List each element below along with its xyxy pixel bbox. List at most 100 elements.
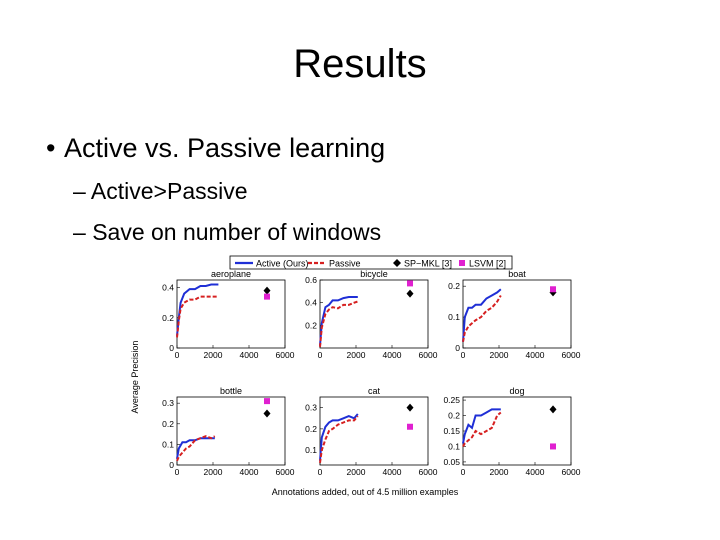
panel-bottle: bottle 0 2000 4000 6000 0 0.1 0.2 0.3 (162, 386, 295, 477)
series-line-active (462, 288, 502, 342)
x-tick-label: 6000 (419, 350, 438, 360)
legend-diamond-icon (393, 259, 401, 267)
x-tick-label: 0 (318, 350, 323, 360)
plot-frame (319, 279, 429, 349)
series-line-passive (319, 415, 359, 464)
y-tick-label: 0.2 (448, 411, 460, 421)
panel-title: bottle (220, 386, 242, 396)
x-tick-label: 4000 (383, 350, 402, 360)
y-tick-label: 0.1 (448, 441, 460, 451)
sub-bullet-2: – Save on number of windows (73, 219, 382, 245)
plot-frame (176, 279, 286, 349)
bullet-text: Active vs. Passive learning (64, 133, 386, 163)
y-tick-label: 0.2 (162, 313, 174, 323)
series-line-passive (462, 294, 502, 342)
sp-mkl-point (549, 405, 557, 414)
series-line-active (462, 408, 501, 444)
legend-box (229, 255, 513, 270)
lsvm-point (550, 443, 556, 450)
panel-title: bicycle (360, 269, 388, 279)
x-tick-label: 0 (461, 467, 466, 477)
panel-cat: cat 0 2000 4000 6000 0.1 0.2 0.3 (305, 386, 438, 477)
y-tick-label: 0.3 (162, 398, 174, 408)
panel-title: boat (508, 269, 526, 279)
legend-item: Passive (308, 259, 361, 269)
series-line-active (176, 283, 219, 336)
x-tick-label: 2000 (204, 467, 223, 477)
legend-label: SP−MKL [3] (404, 259, 452, 269)
lsvm-point (407, 280, 413, 287)
sp-mkl-point (406, 403, 414, 412)
x-tick-label: 0 (175, 467, 180, 477)
x-tick-label: 6000 (562, 350, 581, 360)
x-tick-label: 2000 (490, 350, 509, 360)
results-figure: Active (Ours) Passive SP−MKL [3] LSVM [2] Av… (130, 255, 581, 497)
series-line-active (319, 296, 358, 346)
y-tick-label: 0.15 (443, 426, 460, 436)
panel-dog: dog 0 2000 4000 6000 0.05 0.1 0.15 0.2 0.25 (443, 386, 580, 477)
y-tick-label: 0.2 (162, 419, 174, 429)
y-tick-label: 0 (169, 343, 174, 353)
y-tick-label: 0.1 (448, 312, 460, 322)
series-line-passive (176, 295, 219, 338)
sub-bullet-1: – Active>Passive (73, 178, 248, 204)
sp-mkl-point (263, 286, 271, 295)
y-tick-label: 0.25 (443, 395, 460, 405)
sub-bullet-text: Active>Passive (90, 178, 248, 204)
bullet-dot-icon: • (46, 133, 56, 163)
legend-label: Passive (329, 259, 361, 269)
x-tick-label: 4000 (526, 350, 545, 360)
x-tick-label: 6000 (276, 350, 295, 360)
series-line-passive (462, 411, 502, 448)
lsvm-point (264, 398, 270, 405)
legend-label: LSVM [2] (469, 259, 506, 269)
x-tick-label: 2000 (347, 467, 366, 477)
y-tick-label: 0.3 (305, 403, 317, 413)
sp-mkl-point (406, 289, 414, 298)
x-tick-label: 4000 (526, 467, 545, 477)
lsvm-point (550, 286, 556, 293)
plot-frame (462, 396, 572, 466)
x-tick-label: 0 (175, 350, 180, 360)
x-tick-label: 0 (461, 350, 466, 360)
sub-bullet-text: Save on number of windows (92, 219, 382, 245)
x-tick-label: 2000 (490, 467, 509, 477)
panel-title: cat (368, 386, 381, 396)
y-tick-label: 0.05 (443, 457, 460, 467)
bullet-item: • Active vs. Passive learning (46, 133, 385, 164)
x-tick-label: 4000 (240, 350, 259, 360)
y-tick-label: 0.2 (448, 281, 460, 291)
legend-square-icon (459, 260, 465, 266)
legend-item: SP−MKL [3] (393, 259, 452, 269)
panel-bicycle: bicycle 0 2000 4000 6000 0.2 0.4 0.6 (305, 269, 438, 360)
y-tick-label: 0 (169, 460, 174, 470)
x-tick-label: 4000 (240, 467, 259, 477)
lsvm-point (264, 293, 270, 300)
series-line-active (319, 413, 359, 461)
x-tick-label: 6000 (562, 467, 581, 477)
y-tick-label: 0.1 (305, 445, 317, 455)
shared-y-axis-label: Average Precision (130, 341, 140, 414)
slide-title: Results (293, 42, 427, 86)
panel-boat: boat 0 2000 4000 6000 0 0.1 0.2 (448, 269, 581, 360)
x-tick-label: 4000 (383, 467, 402, 477)
legend-item: LSVM [2] (459, 259, 506, 269)
x-tick-label: 2000 (347, 350, 366, 360)
y-tick-label: 0.4 (162, 283, 174, 293)
x-tick-label: 6000 (419, 467, 438, 477)
y-tick-label: 0 (455, 343, 460, 353)
legend-label: Active (Ours) (256, 259, 309, 269)
y-tick-label: 0.2 (305, 424, 317, 434)
x-tick-label: 2000 (204, 350, 223, 360)
shared-x-axis-label: Annotations added, out of 4.5 million ex… (272, 487, 459, 497)
panel-aeroplane: aeroplane 0 2000 4000 6000 0 0.2 0.4 (162, 269, 295, 360)
panel-title: dog (509, 386, 524, 396)
series-line-passive (319, 300, 359, 347)
x-tick-label: 6000 (276, 467, 295, 477)
y-tick-label: 0.2 (305, 320, 317, 330)
sp-mkl-point (263, 409, 271, 418)
legend-item: Active (Ours) (235, 259, 309, 269)
y-tick-label: 0.4 (305, 298, 317, 308)
panel-title: aeroplane (211, 269, 251, 279)
y-tick-label: 0.1 (162, 439, 174, 449)
